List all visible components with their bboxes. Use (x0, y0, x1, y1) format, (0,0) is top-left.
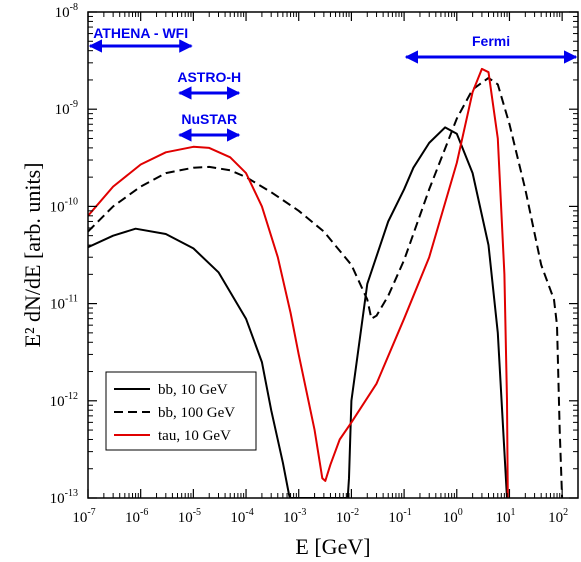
x-tick-label: 10-5 (178, 507, 201, 526)
ticks-layer: 10-7 10-6 10-5 10-4 10-3 10-2 10-1 100 101 102 10-… (50, 2, 579, 526)
range-label-1: ASTRO-H (177, 69, 241, 85)
y-tick-label: 10-10 (50, 196, 78, 215)
legend-label-bb-10: bb, 10 GeV (158, 382, 228, 398)
series-line-1 (88, 76, 564, 498)
x-tick-label: 101 (495, 507, 515, 526)
series-layer (88, 67, 564, 498)
x-tick-label: 100 (443, 507, 463, 526)
y-tick-label: 10-9 (55, 99, 78, 118)
y-tick-label: 10-11 (50, 294, 78, 313)
legend: bb, 10 GeV bb, 100 GeV tau, 10 GeV (105, 371, 257, 451)
x-tick-label: 10-4 (230, 507, 253, 526)
range-label-2: NuSTAR (181, 111, 237, 127)
x-tick-label: 10-3 (283, 507, 306, 526)
range-label-3: Fermi (472, 33, 510, 49)
y-axis-title: E² dN/dE [arb. units] (20, 162, 45, 347)
annotations-layer: ATHENA - WFI ASTRO-H NuSTAR Fermi (88, 25, 578, 142)
x-tick-label: 10-2 (336, 507, 359, 526)
x-tick-label: 10-6 (125, 507, 148, 526)
y-tick-label: 10-13 (50, 488, 78, 507)
legend-label-bb-100: bb, 100 GeV (158, 405, 235, 421)
series-line-2 (88, 67, 509, 498)
y-tick-label: 10-12 (50, 391, 78, 410)
legend-label-tau-10: tau, 10 GeV (158, 428, 231, 444)
x-tick-label: 102 (548, 507, 568, 526)
plot-frame (87, 11, 579, 499)
range-label-0: ATHENA - WFI (93, 25, 188, 41)
x-tick-label: 10-7 (72, 507, 95, 526)
series-line-0 (88, 126, 508, 498)
x-tick-label: 10-1 (388, 507, 411, 526)
y-tick-label: 10-8 (55, 2, 78, 21)
x-axis-title: E [GeV] (295, 534, 370, 559)
